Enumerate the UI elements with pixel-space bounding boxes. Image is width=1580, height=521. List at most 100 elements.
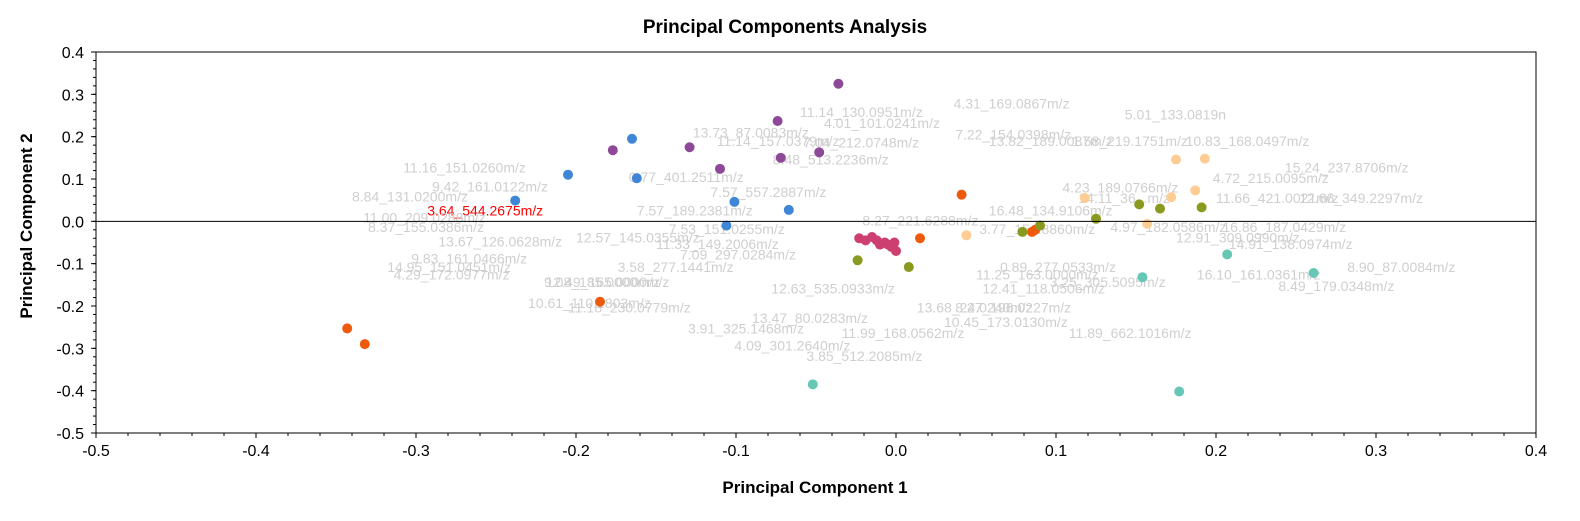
x-tick-label: -0.1 <box>722 443 750 460</box>
annotation-label: 11.99_168.0562m/z <box>842 325 965 341</box>
annotation-label: 12.91_309.0990m/z <box>1176 230 1300 246</box>
annotation-label: 8.90_87.0084m/z <box>1347 259 1455 275</box>
annotation-label: 10.61_110.1803m/z <box>528 295 651 311</box>
annotation-label: 10.45_173.0130m/z <box>944 314 1068 330</box>
data-point <box>891 245 901 256</box>
x-tick-label: -0.2 <box>562 443 590 460</box>
annotation-label: 5.01_133.0819n <box>1125 107 1226 123</box>
annotation-label: 8.27_196.0227m/z <box>955 299 1071 315</box>
data-point <box>783 204 794 215</box>
data-point <box>721 220 732 231</box>
annotation-label: 3.91_325.1468m/z <box>688 321 804 337</box>
annotation-label: 9.08_185.0000m/z <box>544 274 660 290</box>
data-point <box>772 116 783 127</box>
annotation-label: 12.57_145.0355m/z <box>576 230 700 246</box>
annotation-label: 4.01_101.0241m/z <box>824 115 940 131</box>
annotation-label: 4.72_215.0095m/z <box>1213 170 1329 186</box>
y-tick-label: 0.3 <box>62 87 84 104</box>
data-point <box>1174 386 1185 397</box>
data-point <box>1091 213 1101 224</box>
annotation-label: 4.31_169.0867m/z <box>954 95 1070 111</box>
annotation-label: 8.37_155.0386m/z <box>368 219 484 235</box>
data-point <box>510 195 521 206</box>
data-point <box>1196 202 1207 213</box>
annotation-label: 14.11_36...m/z <box>1078 190 1170 206</box>
annotation-label: 8.49_179.0348m/z <box>1278 278 1394 294</box>
data-point <box>903 262 914 273</box>
annotation-label: 8.27_221.6288m/z <box>862 213 978 229</box>
x-tick-label: 0.3 <box>1365 443 1387 460</box>
annotation-label: 15.24_237.8706m/z <box>1285 160 1409 176</box>
annotation-label: 7.57_189.2381m/z <box>637 202 753 218</box>
annotation-label: 0.77_401.2511m/z <box>629 169 744 185</box>
axes-layer: -0.5 -0.4 -0.3 -0.2 -0.1 0.0 0.1 0.2 0.3 0.4 0.4 0.… <box>56 45 1547 460</box>
annotation-label: 13.82_189.0087m/z <box>989 133 1113 149</box>
data-point <box>807 379 818 390</box>
y-tick-label: -0.2 <box>56 299 84 316</box>
annotation-label: 11.25_163.0000m/z <box>976 266 1099 282</box>
annotation-label: 9.83_161.0466m/z <box>411 251 527 267</box>
annotation-label: 0.89_277.0533m/z <box>1000 259 1116 275</box>
y-tick-label: -0.1 <box>56 257 84 274</box>
annotation-label: 3.64_544.2675m/z <box>427 202 543 218</box>
x-axis-title: Principal Component 1 <box>722 478 907 497</box>
annotation-label: 13.68_24.0240m/z <box>917 299 1033 315</box>
annotation-label: 12.66_349.2297m/z <box>1299 190 1423 206</box>
data-point <box>775 152 786 163</box>
annotation-label: 12.49_165.0000m/z <box>546 274 670 290</box>
y-tick-label: -0.4 <box>56 384 84 401</box>
y-tick-label: 0.4 <box>62 45 84 62</box>
annotation-label: 1.58_219.1751m/z <box>1072 133 1188 149</box>
annotation-label: 12.63_535.0933m/z <box>771 280 895 296</box>
data-point <box>1308 267 1319 278</box>
data-point <box>715 163 725 174</box>
annotation-label: 11.16_151.0260m/z <box>403 160 526 176</box>
data-point <box>1137 272 1148 283</box>
data-point <box>1027 226 1037 237</box>
annotation-label: 16.86_187.0429m/z <box>1222 219 1346 235</box>
x-tick-label: -0.5 <box>82 443 110 460</box>
y-tick-label: -0.5 <box>56 426 84 443</box>
data-point <box>627 133 637 144</box>
y-tick-label: 0.2 <box>62 130 84 147</box>
annotation-label: 4.97_182.0586m/z <box>1110 219 1226 235</box>
x-tick-label: 0.2 <box>1205 443 1227 460</box>
x-tick-label: 0.1 <box>1045 443 1067 460</box>
data-point <box>631 173 642 184</box>
data-point <box>889 237 900 248</box>
annotation-label: 3.25_305.5095m/z <box>1050 274 1166 290</box>
annotation-label: 12.41_118.0506m/z <box>982 280 1105 296</box>
data-point <box>607 145 618 156</box>
annotation-label: 8.84_131.0200m/z <box>352 188 468 204</box>
annotation-label: 7.57_557.2887m/z <box>710 184 826 200</box>
data-point <box>1155 203 1165 214</box>
annotation-label: 16.10_161.0361m/z <box>1197 266 1321 282</box>
data-point <box>563 169 573 180</box>
annotation-label: 11.66_421.0021m/z <box>1216 190 1339 206</box>
annotation-label: 13.67_126.0628m/z <box>438 234 562 250</box>
annotation-label: 11.89_662.1016m/z <box>1069 325 1192 341</box>
annotation-label: 11.14_130.0951m/z <box>800 104 923 120</box>
annotation-label: 7.04_212.0748m/z <box>803 134 919 150</box>
annotation-label: 7.09_297.0284m/z <box>680 246 796 262</box>
data-point <box>833 78 844 89</box>
data-point <box>961 230 972 241</box>
data-point <box>1190 185 1201 196</box>
annotation-label: 13.47_80.0283m/z <box>752 310 868 326</box>
data-point <box>1017 226 1028 237</box>
data-point <box>1079 193 1090 204</box>
y-tick-label: -0.3 <box>56 341 84 358</box>
data-point <box>595 296 605 307</box>
data-point <box>1171 154 1181 165</box>
annotation-label: 3.85_512.2085m/z <box>806 348 922 364</box>
data-point <box>1199 153 1210 164</box>
y-tick-label: 0.1 <box>62 172 84 189</box>
annotation-label: 16.48_134.9106m/z <box>989 202 1113 218</box>
data-point <box>1134 199 1145 210</box>
data-point <box>342 323 353 334</box>
data-point <box>814 147 825 158</box>
x-tick-label: 0.4 <box>1525 443 1547 460</box>
annotation-label: 11.33_149.2006m/z <box>656 236 779 252</box>
